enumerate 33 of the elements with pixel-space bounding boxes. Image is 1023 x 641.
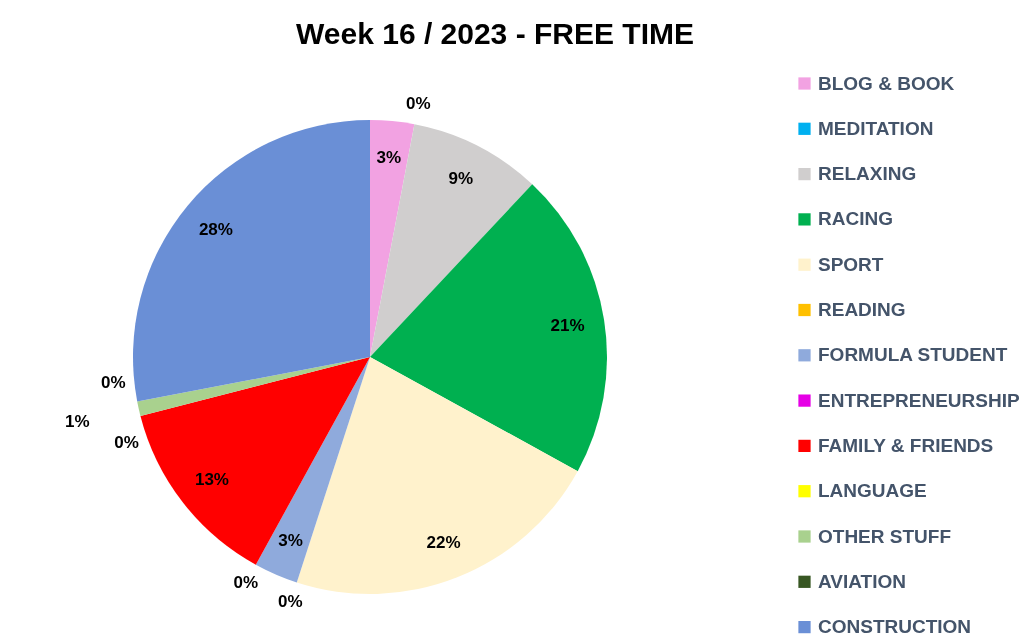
data-label: 28% bbox=[198, 219, 233, 239]
legend-label: LANGUAGE bbox=[818, 480, 927, 502]
data-label: 9% bbox=[448, 168, 474, 188]
pie-slice bbox=[133, 120, 370, 402]
legend-label: OTHER STUFF bbox=[818, 525, 951, 547]
legend-label: ENTREPRENEURSHIP bbox=[818, 389, 1020, 411]
text: 0% bbox=[101, 373, 126, 393]
pie-slice bbox=[137, 357, 370, 416]
legend-label: CONSTRUCTION bbox=[818, 616, 972, 638]
data-label: 21% bbox=[550, 315, 585, 335]
data-label: 3% bbox=[278, 530, 303, 550]
data-label: 3% bbox=[376, 147, 402, 167]
text: 0% bbox=[233, 573, 258, 593]
pie-slice bbox=[370, 120, 415, 357]
legend-label: FAMILY & FRIENDS bbox=[818, 434, 994, 456]
data-label: 22% bbox=[426, 532, 461, 552]
data-label: 1% bbox=[64, 412, 90, 432]
legend-label: RELAXING bbox=[818, 163, 917, 185]
legend-label: RACING bbox=[818, 208, 893, 230]
text: 0% bbox=[277, 592, 303, 612]
legend-label: BLOG & BOOK bbox=[818, 72, 955, 94]
text: 0% bbox=[114, 432, 139, 452]
legend-label: MEDITATION bbox=[818, 117, 934, 139]
pie-slice bbox=[370, 184, 607, 472]
legend-label: AVIATION bbox=[818, 570, 906, 592]
legend-label: FORMULA STUDENT bbox=[818, 344, 1008, 366]
chart-title: Week 16 / 2023 - FREE TIME bbox=[296, 17, 694, 50]
text: 0% bbox=[406, 93, 431, 113]
legend-label: SPORT bbox=[818, 253, 884, 275]
data-label: 13% bbox=[194, 469, 229, 489]
legend-label: READING bbox=[818, 299, 906, 320]
pie-slice bbox=[140, 357, 370, 565]
pie-slice bbox=[370, 124, 533, 357]
